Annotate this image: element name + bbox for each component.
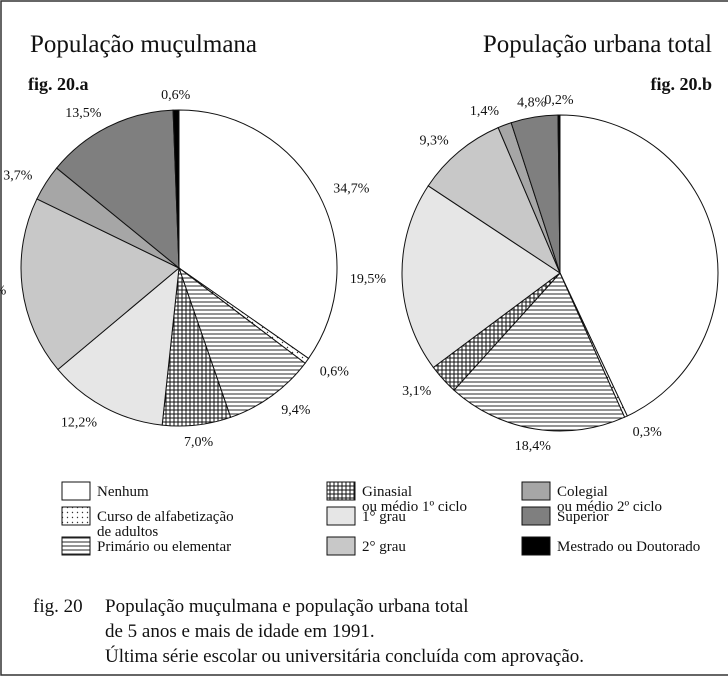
pie-slice [453, 272, 626, 432]
legend-label: Colegial ou médio 2º ciclo [557, 484, 662, 515]
caption-line: População muçulmana e população urbana t… [105, 596, 469, 617]
caption: População muçulmana e população urbana t… [105, 596, 584, 667]
legend-swatch [61, 506, 91, 526]
legend-label: Superior [557, 509, 609, 525]
pie-slice [401, 185, 561, 369]
value-label: 9,3% [419, 133, 449, 148]
legend-label: Nenhum [97, 484, 149, 500]
legend-swatch [326, 506, 356, 526]
value-label: 9,4% [281, 403, 311, 418]
value-label: 18,3% [0, 283, 7, 298]
legend-swatch [521, 481, 551, 501]
value-label: 4,8% [517, 95, 547, 110]
value-label: 34,7% [333, 182, 370, 197]
value-label: 0,6% [320, 364, 350, 379]
chart-subtitle: fig. 20.a [28, 74, 89, 94]
pie-slice [427, 126, 562, 275]
pie-slice [20, 198, 180, 371]
legend-swatch [521, 536, 551, 556]
legend-swatch [61, 481, 91, 501]
pie-slice [55, 109, 180, 270]
caption-line: de 5 anos e mais de idade em 1991. [105, 621, 375, 642]
pie-slice [177, 266, 306, 418]
value-label: 18,4% [515, 439, 552, 454]
legend-label: 2° grau [362, 539, 406, 555]
legend-label: Curso de alfabetização de adultos [97, 509, 234, 540]
pie-slice [557, 114, 561, 274]
pie-slice [178, 109, 338, 360]
chart-title: População muçulmana [30, 31, 257, 58]
value-label: 0,3% [633, 425, 663, 440]
legend-label: 1° grau [362, 509, 406, 525]
chart-title: População urbana total [483, 31, 712, 58]
legend-swatch [521, 506, 551, 526]
legend: Nenhum Curso de alfabetização de adultosPr… [61, 481, 700, 556]
value-label: 3,7% [3, 168, 33, 183]
chart-subtitle: fig. 20.b [650, 74, 712, 94]
caption-line: Última série escolar ou universitária co… [105, 645, 584, 667]
value-label: 12,2% [61, 416, 98, 431]
pie-slice [172, 109, 180, 269]
legend-label: Mestrado ou Doutorado [557, 539, 700, 555]
pies: 34,7% 0,6% 9,4% 7,0% 12,2% 18,3% 3,7% 13,5% 0,6%… [0, 88, 719, 454]
pie-slice [559, 114, 719, 417]
legend-label: Primário ou elementar [97, 539, 231, 555]
legend-swatch [326, 536, 356, 556]
legend-swatch [326, 481, 356, 501]
legend-swatch [61, 536, 91, 556]
pie-slice [57, 266, 180, 426]
value-label: 13,5% [65, 106, 102, 121]
value-label: 19,5% [350, 272, 387, 287]
value-label: 0,2% [544, 93, 574, 108]
value-label: 3,1% [402, 384, 432, 399]
value-label: 0,6% [161, 88, 191, 103]
legend-label: Ginasial ou médio 1º ciclo [362, 484, 467, 515]
value-label: 7,0% [184, 435, 214, 450]
value-label: 1,4% [470, 104, 500, 119]
caption-label: fig. 20 [33, 596, 83, 617]
